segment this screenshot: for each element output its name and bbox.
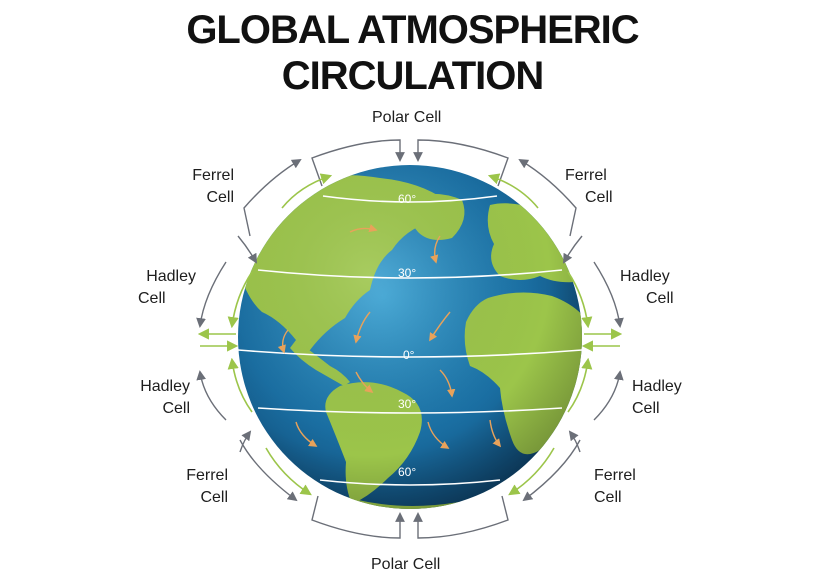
- outer-cell-arrows: [196, 139, 624, 539]
- ferrel-se-arrow-2: [568, 430, 581, 453]
- label-hadley-cell-ne: Hadley Cell: [620, 266, 690, 310]
- wind-arrow: [355, 371, 374, 394]
- green-arrow-sw-hadley: [227, 357, 253, 413]
- label-ferrel-cell-ne: Ferrel Cell: [565, 165, 625, 209]
- label-hadley-cell-sw: Hadley Cell: [116, 376, 190, 420]
- label-ferrel-cell-sw: Ferrel Cell: [168, 465, 228, 509]
- label-hadley-nw-line2: Cell: [138, 290, 166, 307]
- latitude-line-s30: [257, 407, 563, 414]
- green-arrow-ne-hadley: [567, 271, 593, 329]
- hadley-nw-arrow: [196, 261, 227, 328]
- label-hadley-sw-line1: Hadley: [140, 378, 190, 395]
- polar-top-left-arrow: [311, 139, 405, 187]
- label-ferrel-nw-line2: Cell: [206, 189, 234, 206]
- hadley-ne-arrow: [593, 261, 624, 328]
- label-polar-cell-top: Polar Cell: [372, 109, 442, 126]
- wind-arrow: [427, 421, 450, 449]
- ferrel-ne-arrow: [518, 158, 577, 237]
- label-hadley-nw-line1: Hadley: [146, 268, 196, 285]
- polar-top-right-arrow: [413, 139, 509, 187]
- label-ferrel-sw-line1: Ferrel: [186, 467, 228, 484]
- ferrel-ne-arrow-2: [563, 235, 583, 264]
- label-hadley-se-line1: Hadley: [632, 378, 682, 395]
- polar-bottom-left-arrow: [311, 495, 405, 539]
- label-hadley-cell-nw: Hadley Cell: [126, 266, 196, 310]
- wind-arrow: [429, 311, 451, 342]
- title-line-2: CIRCULATION: [281, 54, 545, 98]
- label-ferrel-cell-se: Ferrel Cell: [594, 465, 654, 509]
- wind-arrow: [439, 369, 456, 398]
- label-ferrel-se-line1: Ferrel: [594, 467, 636, 484]
- label-ferrel-sw-line2: Cell: [200, 489, 228, 506]
- globe: 60° 30° 0° 30° 60°: [237, 165, 583, 509]
- latitude-label-eq: 0°: [403, 348, 415, 362]
- latitude-label-s30: 30°: [398, 397, 416, 411]
- latitude-label-n30: 30°: [398, 266, 416, 280]
- green-arrow-sw-ferrel: [265, 447, 312, 496]
- latitude-line-n60: [322, 195, 498, 203]
- label-ferrel-ne-line1: Ferrel: [565, 167, 607, 184]
- label-ferrel-nw-line1: Ferrel: [192, 167, 234, 184]
- green-arrow-se-hadley: [567, 357, 593, 413]
- label-hadley-sw-line2: Cell: [162, 400, 190, 417]
- latitude-line-s60: [319, 479, 501, 486]
- label-hadley-se-line2: Cell: [632, 400, 660, 417]
- ferrel-nw-arrow-2: [237, 235, 257, 264]
- surface-wind-arrows: [277, 224, 502, 449]
- title-line-1: GLOBAL ATMOSPHERIC: [186, 8, 639, 52]
- hadley-sw-arrow: [196, 370, 227, 421]
- hadley-se-arrow: [593, 370, 624, 421]
- polar-bottom-right-arrow: [413, 495, 509, 539]
- green-arrow-se-ferrel: [508, 447, 555, 496]
- wind-arrow: [430, 235, 441, 264]
- ferrel-sw-arrow: [239, 439, 298, 502]
- wind-arrow: [489, 419, 502, 448]
- latitude-label-s60: 60°: [398, 465, 416, 479]
- green-arrow-ne-ferrel: [487, 173, 539, 209]
- ferrel-sw-arrow-2: [239, 430, 252, 453]
- wind-arrow: [349, 224, 378, 233]
- ferrel-nw-arrow: [243, 158, 302, 237]
- wind-arrow: [295, 421, 318, 447]
- inner-cell-arrows: [197, 173, 623, 496]
- wind-arrow: [277, 329, 289, 354]
- latitude-line-n30: [257, 269, 563, 279]
- latitude-label-n60: 60°: [398, 192, 416, 206]
- globe-shading: [238, 165, 582, 509]
- label-ferrel-ne-line2: Cell: [585, 189, 613, 206]
- label-hadley-cell-se: Hadley Cell: [632, 376, 702, 420]
- label-ferrel-se-line2: Cell: [594, 489, 622, 506]
- label-polar-cell-bottom: Polar Cell: [371, 556, 441, 573]
- label-hadley-ne-line1: Hadley: [620, 268, 670, 285]
- wind-arrow: [353, 311, 371, 344]
- label-hadley-ne-line2: Cell: [646, 290, 674, 307]
- ferrel-se-arrow: [522, 439, 581, 502]
- green-arrow-nw-ferrel: [281, 173, 333, 209]
- label-ferrel-cell-nw: Ferrel Cell: [176, 165, 234, 209]
- green-arrow-nw-hadley: [227, 271, 253, 329]
